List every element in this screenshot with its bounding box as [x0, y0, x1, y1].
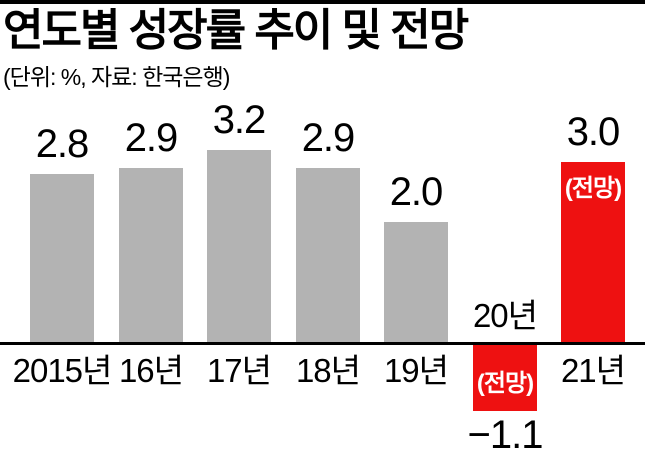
value-label-18년: 2.9	[301, 116, 356, 160]
category-label-16년: 16년	[118, 352, 184, 389]
bar-20년	[473, 345, 537, 411]
value-label-16년: 2.9	[124, 116, 179, 160]
category-label-21년: 21년	[560, 352, 626, 389]
category-label-19년: 19년	[383, 352, 449, 389]
category-label-17년: 17년	[206, 352, 272, 389]
forecast-badge-21년: (전망)	[564, 175, 622, 202]
category-label-2015년: 2015년	[12, 352, 113, 389]
bar-16년	[119, 168, 183, 342]
chart-title: 연도별 성장률 추이 및 전망	[3, 6, 469, 55]
bar-19년	[384, 222, 448, 342]
bar-17년	[207, 150, 271, 342]
value-label-20년: −1.1	[467, 413, 544, 453]
bar-2015년	[30, 174, 94, 342]
chart-subtitle: (단위: %, 자료: 한국은행)	[3, 64, 230, 90]
top-rule	[0, 0, 645, 4]
x-axis-line	[0, 342, 645, 345]
category-label-18년: 18년	[295, 352, 361, 389]
category-label-20년: 20년	[472, 297, 538, 334]
value-label-17년: 3.2	[212, 98, 267, 142]
value-label-19년: 2.0	[389, 170, 444, 214]
bar-18년	[296, 168, 360, 342]
bar-21년	[561, 162, 625, 342]
value-label-2015년: 2.8	[35, 122, 90, 166]
forecast-badge-20년: (전망)	[476, 370, 534, 397]
value-label-21년: 3.0	[566, 110, 621, 154]
